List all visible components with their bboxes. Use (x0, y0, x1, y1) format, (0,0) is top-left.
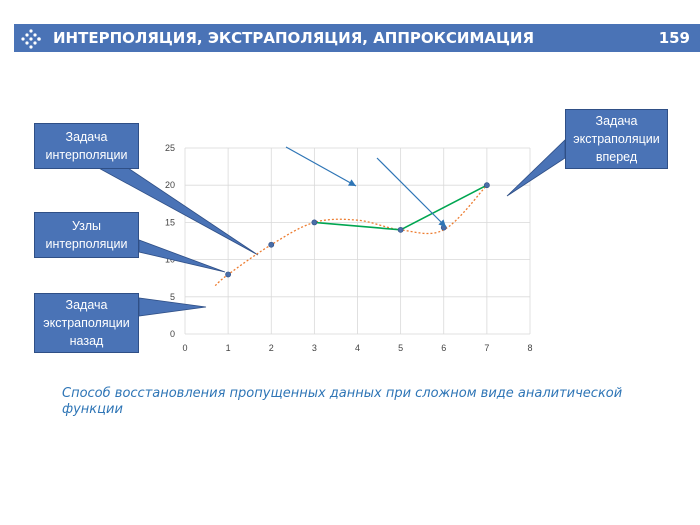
data-point (311, 219, 318, 226)
x-tick-label: 6 (441, 343, 446, 353)
pointer-arrows (285, 146, 447, 228)
x-tick-label: 0 (182, 343, 187, 353)
y-tick-label: 0 (170, 329, 175, 339)
callout-interpolation-task: Задача интерполяции (34, 123, 139, 169)
callout-extrapolation-back-label: Задача экстраполяции назад (43, 298, 130, 348)
y-tick-label: 5 (170, 292, 175, 302)
data-point (225, 271, 232, 278)
chart-grid (184, 147, 531, 335)
data-point (483, 182, 490, 189)
callout-extrapolation-forward: Задача экстраполяции вперед (565, 109, 668, 169)
page-number: 159 (658, 29, 690, 47)
x-tick-label: 2 (269, 343, 274, 353)
callout-extrapolation-forward-label: Задача экстраполяции вперед (573, 114, 660, 164)
pointer-extrapolation-back (138, 297, 207, 317)
x-tick-label: 4 (355, 343, 360, 353)
data-point (268, 241, 275, 248)
data-point (397, 226, 404, 233)
x-tick-label: 7 (484, 343, 489, 353)
y-tick-label: 15 (165, 217, 175, 227)
x-tick-label: 8 (527, 343, 532, 353)
y-tick-label: 25 (165, 143, 175, 153)
arrow-to-segment-node (376, 157, 447, 228)
caption: Способ восстановления пропущенных данных… (62, 386, 623, 417)
callout-interpolation-nodes-label: Узлы интерполяции (45, 219, 128, 251)
callout-extrapolation-back: Задача экстраполяции назад (34, 293, 139, 353)
arrow-to-interpolated-segment (285, 146, 357, 187)
slide-title: ИНТЕРПОЛЯЦИЯ, ЭКСТРАПОЛЯЦИЯ, АППРОКСИМАЦ… (53, 29, 535, 47)
smooth-curve-series (214, 184, 488, 287)
callout-interpolation-nodes: Узлы интерполяции (34, 212, 139, 258)
x-tick-label: 3 (312, 343, 317, 353)
chart-tick-labels: 0123456780510152025 (165, 143, 533, 353)
header-bar (14, 24, 700, 52)
x-tick-label: 1 (226, 343, 231, 353)
x-tick-label: 5 (398, 343, 403, 353)
callout-interpolation-task-label: Задача интерполяции (45, 130, 128, 162)
y-tick-label: 20 (165, 180, 175, 190)
pointer-interpolation-nodes (138, 239, 226, 273)
dotted-arrow-logo-icon (21, 29, 41, 49)
callout-pointers (94, 139, 566, 317)
